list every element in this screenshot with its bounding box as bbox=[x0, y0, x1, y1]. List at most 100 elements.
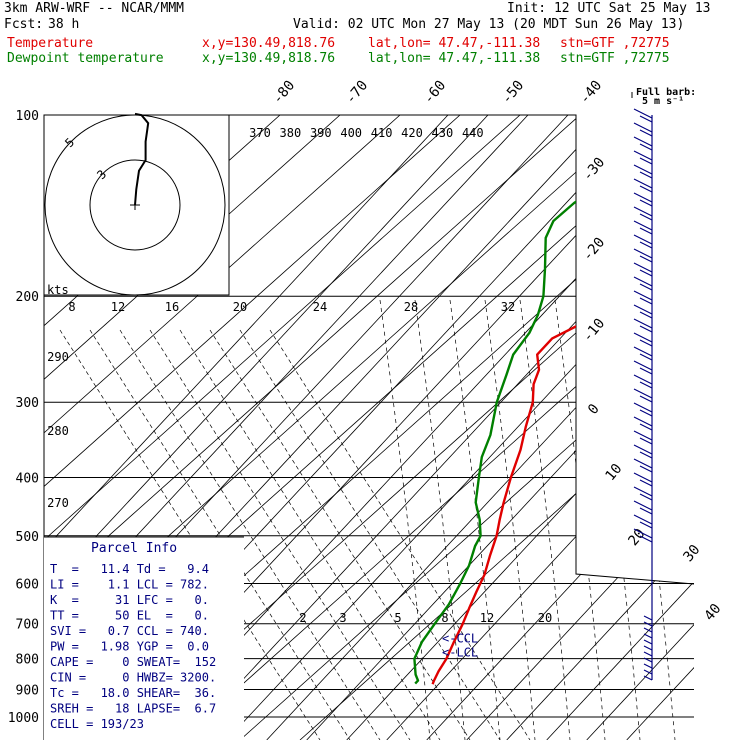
wind-barb bbox=[633, 164, 653, 175]
isotherm-line bbox=[466, 115, 694, 740]
wind-barb bbox=[639, 521, 653, 529]
wind-barb bbox=[633, 234, 653, 245]
wind-barb bbox=[639, 185, 653, 193]
moist-adiabat-line bbox=[239, 329, 501, 740]
isotherm-label: 40 bbox=[701, 601, 724, 624]
wind-barb bbox=[639, 143, 653, 151]
wind-barb bbox=[639, 409, 653, 417]
parcel-info-row: CAPE = 0 SWEAT= 152 bbox=[50, 655, 216, 669]
parcel-info-row: K = 31 LFC = 0. bbox=[50, 593, 209, 607]
isotherm-line bbox=[306, 115, 694, 740]
wind-barb bbox=[639, 381, 653, 389]
parcel-annotation: <-CCL bbox=[442, 631, 478, 645]
moist-adiabat-line bbox=[89, 329, 351, 740]
temperature-station: stn=GTF ,72775 bbox=[560, 36, 670, 51]
moist-adiabat-line bbox=[209, 329, 471, 740]
isotherm-label: -80 bbox=[270, 78, 299, 108]
parcel-info-row: LI = 1.1 LCL = 782. bbox=[50, 578, 209, 592]
wind-barb bbox=[633, 276, 653, 287]
hodograph-ring bbox=[89, 159, 181, 251]
temperature-legend-label: Temperature bbox=[7, 36, 94, 51]
pressure-label: 600 bbox=[16, 577, 39, 592]
wind-barb bbox=[643, 639, 653, 645]
wind-barb bbox=[633, 220, 653, 231]
model-title: 3km ARW-WRF -- NCAR/MMM bbox=[4, 1, 185, 16]
wind-barb bbox=[639, 325, 653, 333]
wind-barb bbox=[633, 388, 653, 399]
dewpoint-latlon: lat,lon= 47.47,-111.38 bbox=[368, 51, 541, 66]
moist-adiabat-line bbox=[59, 329, 321, 740]
isotherm-label: 0 bbox=[585, 401, 603, 418]
wind-scale-label: 12 bbox=[111, 300, 125, 314]
wind-barb bbox=[633, 108, 653, 119]
mixing-ratio-line bbox=[519, 299, 571, 740]
isotherm-label: -20 bbox=[580, 235, 609, 265]
wind-barb bbox=[639, 311, 653, 319]
wind-barb bbox=[643, 651, 653, 657]
mixing-ratio-line bbox=[554, 299, 606, 740]
theta-label: 270 bbox=[47, 496, 69, 510]
init-time: Init: 12 UTC Sat 25 May 13 bbox=[507, 1, 711, 16]
mixing-ratio-label: 8 bbox=[441, 611, 448, 625]
wind-barb bbox=[639, 451, 653, 459]
temperature-latlon: lat,lon= 47.47,-111.38 bbox=[368, 36, 541, 51]
dry-adiabat-line bbox=[0, 115, 40, 740]
isotherm-line bbox=[546, 115, 694, 740]
mixing-ratio-label: 5 bbox=[394, 611, 401, 625]
wind-barb bbox=[633, 206, 653, 217]
isotherm-line bbox=[626, 115, 694, 740]
dry-adiabat-line bbox=[179, 115, 694, 740]
isotherm-label: -70 bbox=[343, 78, 372, 108]
valid-time: Valid: 02 UTC Mon 27 May 13 (20 MDT Sun … bbox=[293, 17, 685, 32]
wind-barb bbox=[633, 402, 653, 413]
isotherm-label: -60 bbox=[421, 78, 450, 108]
wind-barb bbox=[633, 346, 653, 357]
wind-barb bbox=[633, 262, 653, 273]
wind-scale-label: 20 bbox=[233, 300, 247, 314]
pressure-label: 700 bbox=[16, 618, 39, 633]
dry-adiabat-line bbox=[44, 115, 521, 740]
isotherm-line bbox=[346, 115, 694, 740]
wind-barb bbox=[633, 472, 653, 483]
isotherm-line bbox=[44, 115, 529, 740]
dewpoint-xy: x,y=130.49,818.76 bbox=[202, 51, 336, 66]
wind-barb bbox=[633, 290, 653, 301]
parcel-info-row: T = 11.4 Td = 9.4 bbox=[50, 562, 209, 576]
wind-scale-label: 32 bbox=[501, 300, 515, 314]
wind-barb bbox=[633, 458, 653, 469]
wind-barb bbox=[633, 150, 653, 161]
wind-barb bbox=[639, 367, 653, 375]
theta-label: 420 bbox=[401, 126, 423, 140]
isotherm-label: 10 bbox=[602, 461, 625, 484]
isotherm-line bbox=[506, 115, 694, 740]
theta-label: 440 bbox=[462, 126, 484, 140]
moist-adiabat-line bbox=[149, 329, 411, 740]
theta-label: 380 bbox=[280, 126, 302, 140]
wind-barb bbox=[643, 657, 653, 663]
wind-barb bbox=[639, 507, 653, 515]
mixing-ratio-label: 12 bbox=[480, 611, 494, 625]
wind-barb bbox=[633, 528, 653, 539]
forecast-label: Fcst: bbox=[4, 17, 44, 32]
wind-barb bbox=[639, 115, 653, 123]
wind-barb bbox=[639, 339, 653, 347]
isotherm-line bbox=[386, 115, 694, 740]
wind-barb bbox=[639, 199, 653, 207]
wind-barb bbox=[633, 136, 653, 147]
isotherm-line bbox=[586, 115, 694, 740]
mixing-ratio-label: 3 bbox=[339, 611, 346, 625]
pressure-label: 800 bbox=[16, 653, 39, 668]
wind-barb bbox=[639, 465, 653, 473]
wind-barb bbox=[633, 178, 653, 189]
theta-label: 430 bbox=[432, 126, 454, 140]
wind-barb bbox=[633, 514, 653, 525]
isotherm-line bbox=[426, 115, 694, 740]
wind-barb bbox=[639, 227, 653, 235]
isotherm-line bbox=[266, 115, 694, 740]
wind-barb bbox=[633, 444, 653, 455]
kts-label: kts bbox=[47, 283, 69, 297]
hodograph-ring bbox=[44, 114, 226, 296]
wind-barb bbox=[639, 297, 653, 305]
